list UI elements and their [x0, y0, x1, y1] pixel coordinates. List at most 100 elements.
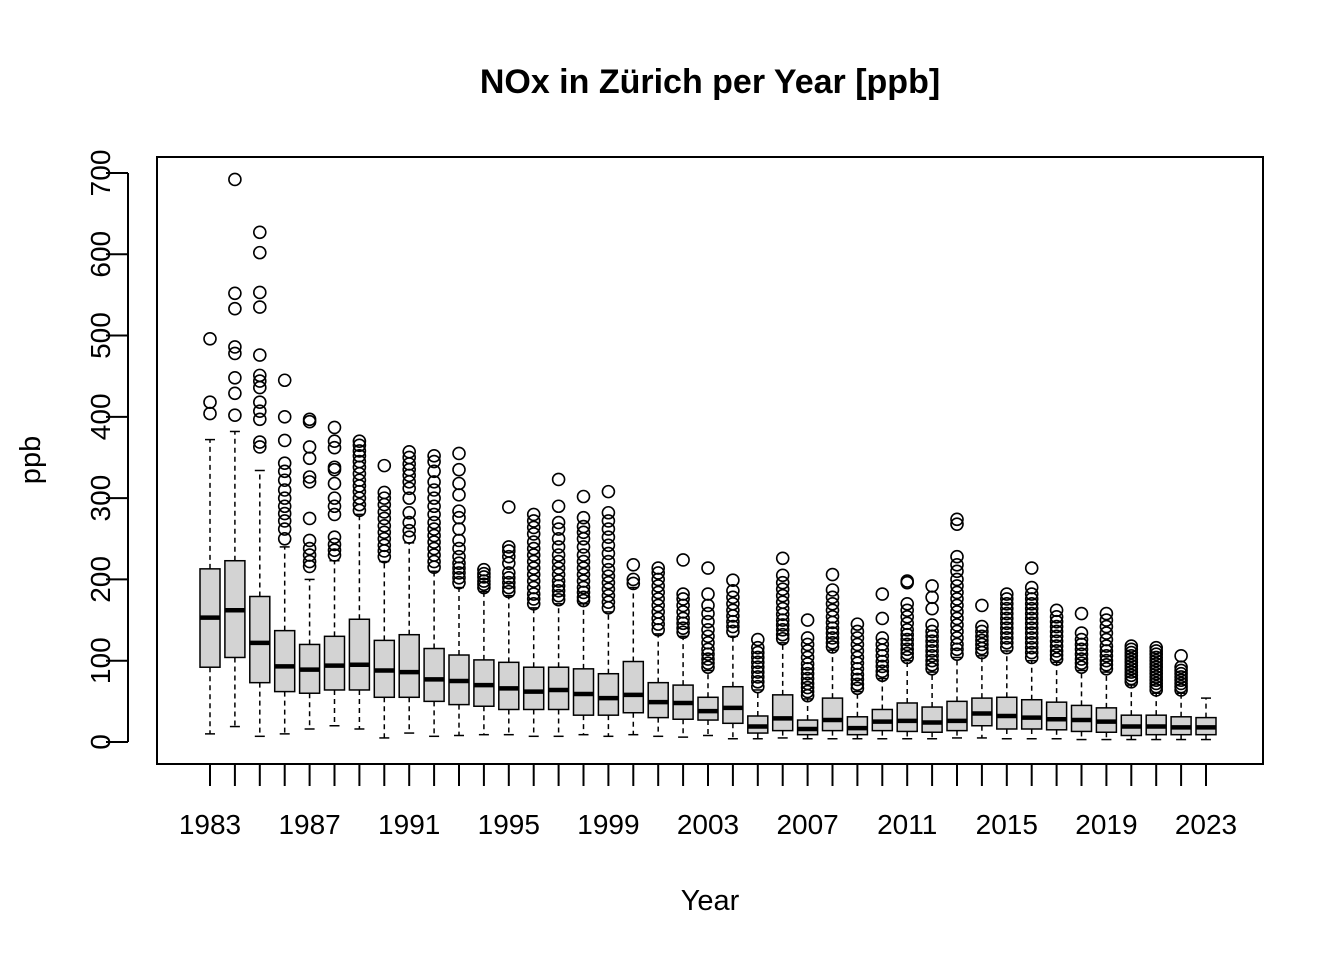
- outlier-point: [252, 245, 267, 260]
- outlier-point: [925, 634, 939, 649]
- outlier-point: [1124, 675, 1139, 689]
- outlier-point: [925, 649, 939, 663]
- outlier-point: [1149, 676, 1163, 691]
- box-iqr: [597, 672, 620, 716]
- outlier-point: [651, 598, 666, 613]
- box-1990: [373, 458, 396, 739]
- outlier-point: [452, 566, 466, 580]
- outlier-point: [925, 579, 939, 593]
- outlier-point: [726, 584, 740, 598]
- x-tick-label: 2003: [677, 809, 739, 840]
- outlier-point: [1174, 663, 1188, 678]
- outlier-point: [501, 584, 516, 599]
- x-tick-label: 1983: [179, 809, 241, 840]
- outlier-point: [1149, 666, 1163, 681]
- box-2016: [1020, 561, 1043, 740]
- outlier-point: [701, 587, 715, 601]
- outlier-point: [1149, 663, 1163, 678]
- box-2022: [1170, 649, 1192, 741]
- outlier-point: [900, 650, 915, 665]
- box-iqr: [1045, 701, 1068, 731]
- outlier-point: [576, 561, 591, 575]
- outlier-point: [477, 566, 491, 581]
- outlier-point: [975, 633, 989, 648]
- outlier-point: [999, 640, 1014, 655]
- outlier-point: [1149, 670, 1163, 684]
- outlier-point: [327, 530, 342, 544]
- x-tick-label: 2007: [776, 809, 838, 840]
- outlier-point: [701, 642, 715, 657]
- outlier-point: [775, 623, 790, 637]
- outlier-point: [800, 637, 815, 652]
- outlier-point: [925, 618, 939, 632]
- box-iqr: [996, 696, 1018, 730]
- outlier-point: [277, 506, 292, 521]
- outlier-point: [402, 444, 417, 459]
- outlier-point: [402, 481, 417, 496]
- outlier-point: [676, 611, 690, 626]
- outlier-point: [900, 610, 915, 624]
- outlier-point: [1074, 626, 1089, 640]
- outlier-point: [277, 499, 292, 514]
- outlier-point: [576, 548, 591, 562]
- box-iqr: [323, 635, 346, 691]
- outlier-point: [950, 564, 964, 579]
- outlier-point: [377, 531, 392, 546]
- box-2020: [1120, 639, 1143, 741]
- outlier-point: [601, 588, 616, 603]
- outlier-point: [526, 520, 541, 535]
- box-2015: [996, 587, 1018, 740]
- y-tick-label: 100: [85, 637, 116, 684]
- outlier-point: [228, 371, 242, 385]
- outlier-point: [551, 592, 566, 607]
- outlier-point: [452, 533, 466, 548]
- outlier-point: [726, 590, 740, 605]
- outlier-point: [950, 637, 964, 652]
- outlier-point: [252, 285, 267, 300]
- outlier-point: [327, 543, 342, 557]
- outlier-point: [601, 546, 616, 561]
- outlier-point: [427, 491, 441, 505]
- x-tick-label: 1991: [378, 809, 440, 840]
- outlier-point: [277, 491, 292, 505]
- outlier-point: [850, 681, 865, 696]
- outlier-point: [950, 585, 964, 600]
- outlier-point: [551, 515, 566, 530]
- box-2006: [771, 551, 794, 739]
- outlier-point: [526, 535, 541, 549]
- outlier-point: [950, 624, 964, 639]
- outlier-point: [228, 340, 242, 354]
- outlier-point: [925, 601, 939, 616]
- outlier-point: [925, 653, 939, 668]
- outlier-point: [526, 597, 541, 611]
- outlier-point: [850, 631, 865, 645]
- outlier-point: [900, 603, 915, 618]
- outlier-point: [252, 404, 267, 418]
- outlier-point: [551, 588, 566, 603]
- outlier-point: [427, 554, 441, 569]
- outlier-point: [551, 548, 566, 562]
- outlier-point: [825, 603, 840, 618]
- outlier-point: [302, 470, 317, 484]
- outlier-point: [950, 618, 964, 632]
- outlier-point: [999, 587, 1014, 601]
- outlier-point: [1049, 619, 1064, 634]
- box-1994: [473, 562, 495, 736]
- outlier-point: [1099, 639, 1114, 653]
- x-tick-label: 1999: [577, 809, 639, 840]
- box-1996: [522, 507, 545, 738]
- outlier-point: [352, 497, 367, 512]
- outlier-point: [427, 528, 441, 543]
- box-2011: [896, 574, 918, 740]
- outlier-point: [975, 624, 989, 639]
- outlier-point: [402, 491, 417, 505]
- outlier-point: [1124, 658, 1139, 673]
- outlier-point: [950, 512, 964, 527]
- outlier-point: [1149, 653, 1163, 668]
- box-1988: [323, 420, 346, 727]
- outlier-point: [302, 541, 317, 556]
- outlier-point: [1024, 597, 1039, 611]
- outlier-point: [501, 540, 516, 554]
- outlier-point: [576, 510, 591, 525]
- outlier-point: [701, 652, 715, 666]
